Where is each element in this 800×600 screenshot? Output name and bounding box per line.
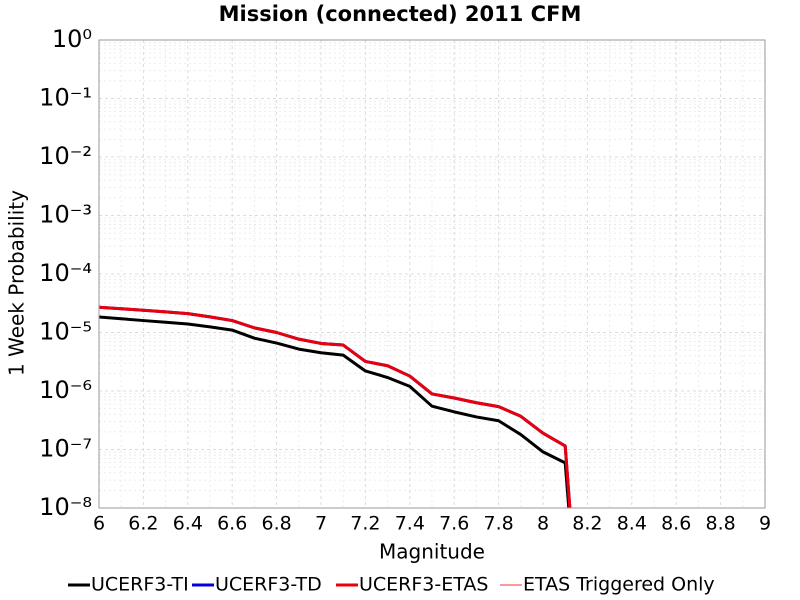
legend: UCERF3-TI UCERF3-TD UCERF3-ETAS ETAS Trigge…: [68, 574, 715, 596]
y-tick-label: 10⁻²: [39, 142, 92, 170]
series-line: [99, 315, 571, 508]
y-tick-label: 10⁻³: [39, 201, 92, 229]
y-tick-label: 10⁻⁵: [39, 318, 92, 346]
x-tick-label: 8.8: [705, 513, 735, 535]
legend-label: UCERF3-TD: [215, 574, 322, 596]
y-tick-label: 10⁻¹: [39, 84, 92, 112]
legend-label: UCERF3-ETAS: [359, 574, 488, 596]
x-tick-label: 7.6: [439, 513, 469, 535]
chart-title: Mission (connected) 2011 CFM: [219, 2, 582, 26]
x-tick-label: 8.4: [617, 513, 647, 535]
y-axis-label: 1 Week Probability: [5, 190, 29, 376]
legend-label: ETAS Triggered Only: [523, 574, 715, 596]
lines: [99, 305, 572, 508]
y-tick-label: 10⁻⁴: [39, 259, 92, 287]
y-tick-label: 10⁰: [52, 25, 92, 53]
x-tick-label: 6.6: [217, 513, 247, 535]
x-tick-label: 8: [537, 513, 549, 535]
x-tick-label: 7.4: [395, 513, 425, 535]
x-tick-label: 7.8: [483, 513, 513, 535]
legend-label: UCERF3-TI: [91, 574, 189, 596]
y-tick-label: 10⁻⁸: [39, 493, 92, 521]
x-tick-label: 6: [93, 513, 105, 535]
x-tick-label: 6.2: [128, 513, 158, 535]
plot-border: [98, 39, 766, 509]
x-axis-label: Magnitude: [379, 540, 485, 564]
series-line: [99, 305, 572, 508]
x-tick-label: 7.2: [350, 513, 380, 535]
x-tick-label: 9: [759, 513, 771, 535]
x-tick-label: 6.8: [261, 513, 291, 535]
x-tick-label: 8.2: [572, 513, 602, 535]
y-tick-label: 10⁻⁷: [39, 435, 92, 463]
x-tick-label: 6.4: [173, 513, 203, 535]
x-tick-label: 7: [315, 513, 327, 535]
x-tick-label: 8.6: [661, 513, 691, 535]
grid: [98, 39, 766, 509]
y-tick-label: 10⁻⁶: [39, 376, 92, 404]
